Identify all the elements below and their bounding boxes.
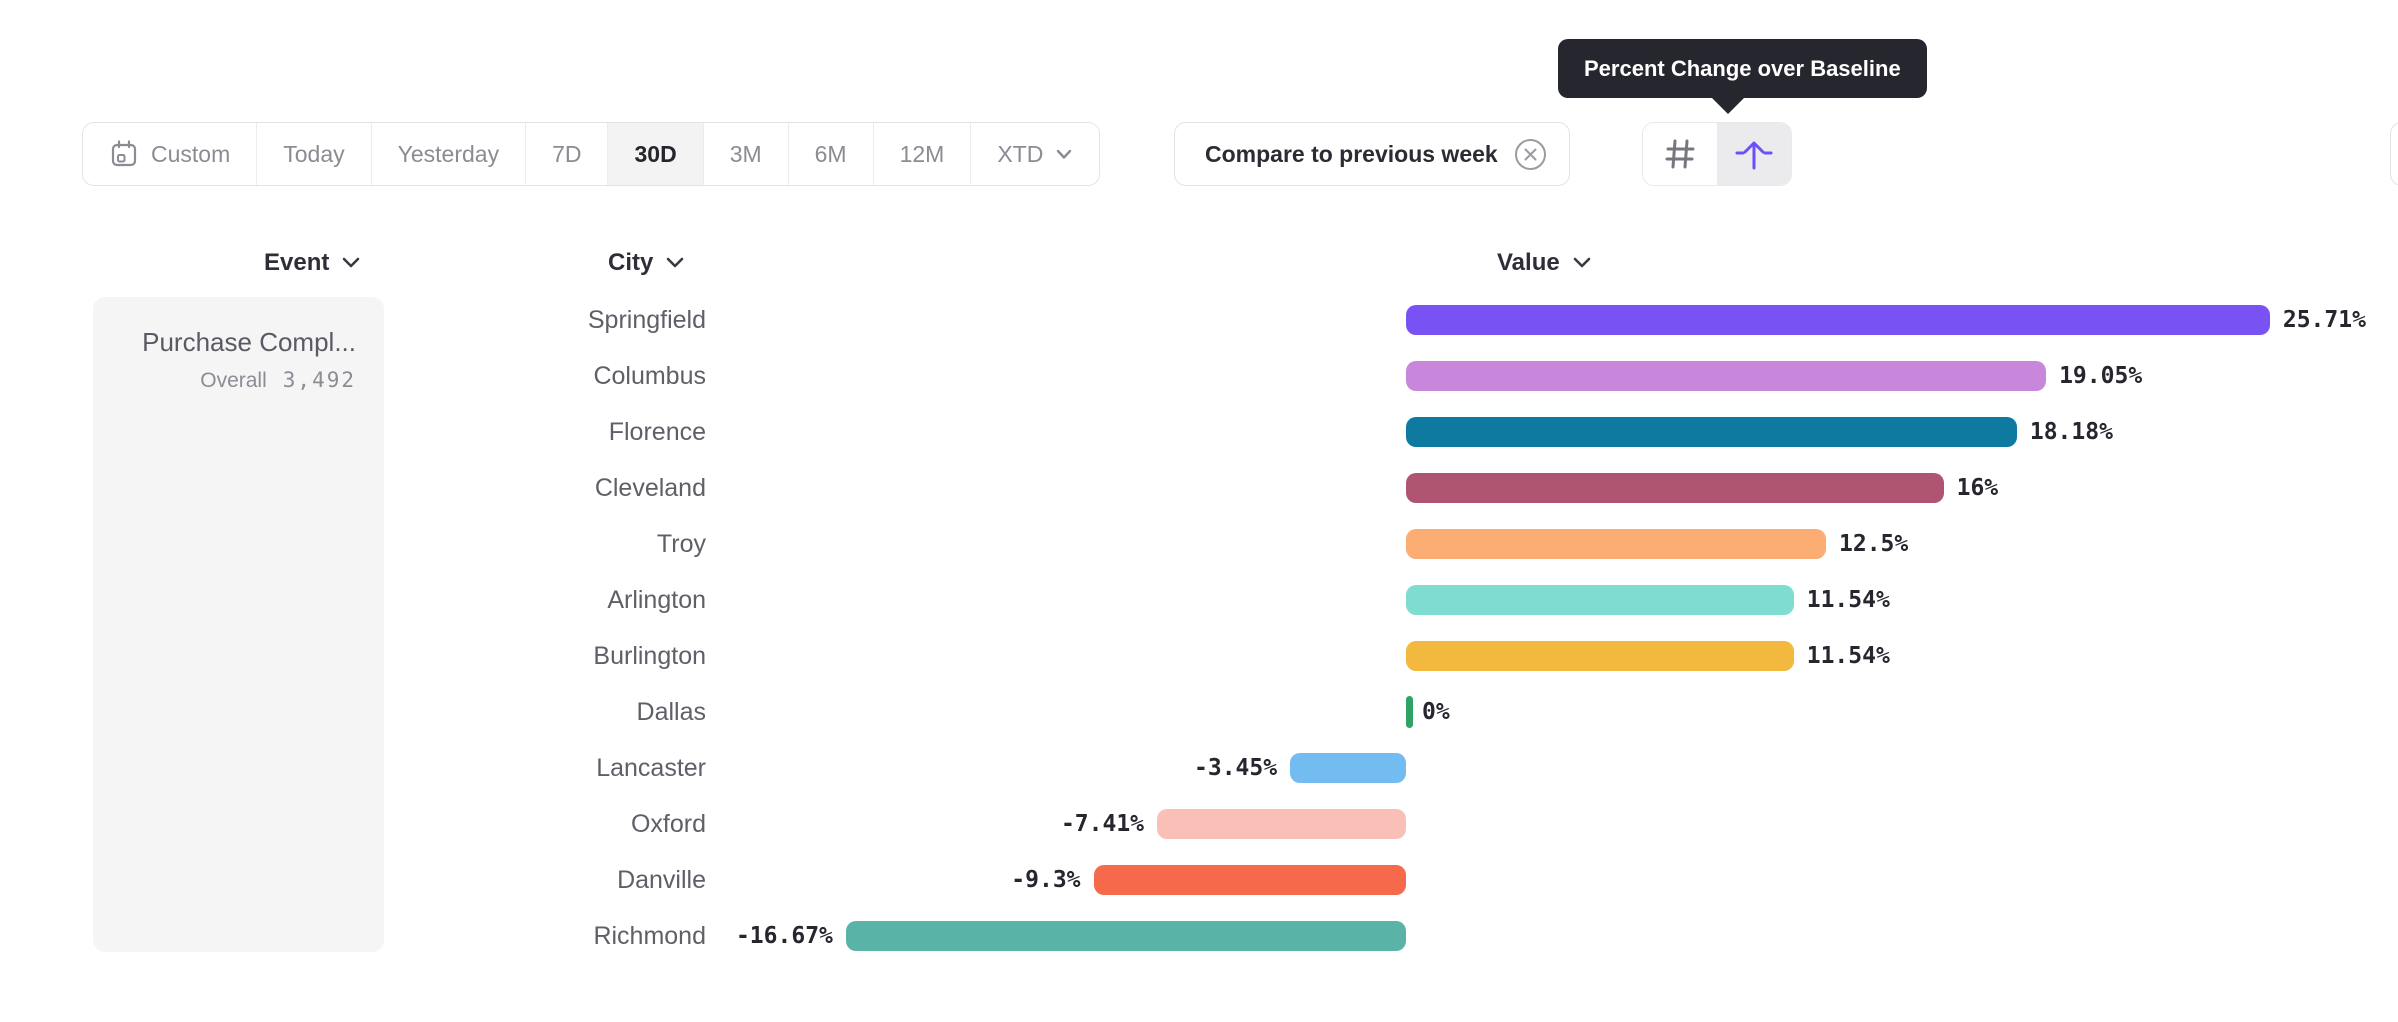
baseline-arrow-icon xyxy=(1735,141,1773,170)
chart-row: Oxford -7.41% xyxy=(0,796,2398,852)
value-bar[interactable] xyxy=(1406,417,2017,447)
city-label: Arlington xyxy=(607,585,706,614)
value-label: 12.5% xyxy=(1839,531,1909,557)
value-bar[interactable] xyxy=(1406,585,1794,615)
city-label: Cleveland xyxy=(594,473,706,502)
chart-row: Columbus 19.05% xyxy=(0,348,2398,404)
city-label: Burlington xyxy=(593,641,706,670)
city-label: Springfield xyxy=(587,305,706,334)
column-header-value-label: Value xyxy=(1497,249,1560,276)
value-bar[interactable] xyxy=(1406,361,2047,391)
value-label: 16% xyxy=(1956,475,1999,501)
overall-label: Overall xyxy=(200,369,267,392)
value-label: -3.45% xyxy=(1194,755,1278,781)
chevron-down-icon xyxy=(667,257,684,268)
tooltip-text: Percent Change over Baseline xyxy=(1584,55,1901,81)
calendar-icon xyxy=(111,140,137,167)
number-format-button[interactable] xyxy=(1643,123,1717,185)
overall-value: 3,492 xyxy=(282,368,356,392)
date-range-picker: Custom Today Yesterday 7D 30D 3M 6M 12M XTD xyxy=(82,122,1101,186)
column-header-value[interactable]: Value xyxy=(1497,246,1592,280)
value-label: -16.67% xyxy=(735,923,833,949)
value-label: -7.41% xyxy=(1060,811,1145,837)
date-range-label: Yesterday xyxy=(397,140,500,167)
value-bar[interactable] xyxy=(1406,529,1826,559)
tooltip-caret xyxy=(1710,96,1746,114)
city-label: Troy xyxy=(656,529,706,558)
event-card[interactable]: Purchase Compl... Overall 3,492 xyxy=(93,297,384,952)
value-label: 11.54% xyxy=(1806,587,1890,613)
value-bar[interactable] xyxy=(1406,473,1944,503)
date-range-yesterday[interactable]: Yesterday xyxy=(371,123,527,185)
value-bar[interactable] xyxy=(845,921,1406,951)
value-label: 19.05% xyxy=(2059,363,2143,389)
date-range-label: 7D xyxy=(552,140,582,167)
compare-chip-label: Compare to previous week xyxy=(1205,140,1498,167)
column-header-event-label: Event xyxy=(264,249,330,276)
chart-row: Cleveland 16% xyxy=(0,460,2398,516)
city-label: Dallas xyxy=(636,697,706,726)
zero-tick-bar[interactable] xyxy=(1406,696,1413,728)
x-circle-icon[interactable] xyxy=(1514,138,1547,171)
column-header-city[interactable]: City xyxy=(608,246,685,280)
date-range-7d[interactable]: 7D xyxy=(526,123,609,185)
chart-row: Springfield 25.71% xyxy=(0,292,2398,348)
value-label: 18.18% xyxy=(2029,419,2113,445)
chart-row: Florence 18.18% xyxy=(0,404,2398,460)
value-bar[interactable] xyxy=(1406,305,2270,335)
date-range-label: Custom xyxy=(151,140,231,167)
date-range-label: Today xyxy=(283,140,345,167)
date-range-custom[interactable]: Custom xyxy=(83,123,258,185)
date-range-label: 6M xyxy=(814,140,847,167)
date-range-label: 30D xyxy=(634,140,677,167)
chevron-down-icon xyxy=(1573,257,1591,268)
chart-row: Richmond -16.67% xyxy=(0,908,2398,964)
event-overall-row: Overall 3,492 xyxy=(93,368,356,393)
date-range-6m[interactable]: 6M xyxy=(788,123,874,185)
value-bar[interactable] xyxy=(1290,753,1406,783)
value-label: 0% xyxy=(1422,699,1450,725)
date-range-xtd[interactable]: XTD xyxy=(971,123,1100,185)
chart-row: Troy 12.5% xyxy=(0,516,2398,572)
date-range-label: 12M xyxy=(899,140,945,167)
date-range-label: 3M xyxy=(729,140,762,167)
tooltip: Percent Change over Baseline xyxy=(1558,39,1927,98)
event-name: Purchase Compl... xyxy=(142,327,356,357)
chart-row: Arlington 11.54% xyxy=(0,572,2398,628)
value-bar[interactable] xyxy=(1093,865,1406,895)
city-label: Lancaster xyxy=(596,753,706,782)
date-range-30d[interactable]: 30D xyxy=(608,123,704,185)
column-header-city-label: City xyxy=(608,249,654,276)
chart-row: Lancaster -3.45% xyxy=(0,740,2398,796)
value-bar[interactable] xyxy=(1157,809,1406,839)
city-label: Danville xyxy=(617,865,706,894)
value-label: 11.54% xyxy=(1806,643,1890,669)
value-label: 25.71% xyxy=(2282,307,2366,333)
hash-icon xyxy=(1665,139,1695,169)
clipped-edge-button[interactable] xyxy=(2390,122,2398,186)
baseline-format-button[interactable] xyxy=(1717,123,1791,185)
bar-chart: Springfield 25.71% Columbus 19.05% Florence 1… xyxy=(0,292,2398,964)
date-range-3m[interactable]: 3M xyxy=(703,123,789,185)
value-bar[interactable] xyxy=(1406,641,1794,671)
column-header-event[interactable]: Event xyxy=(264,246,361,280)
city-label: Columbus xyxy=(593,361,706,390)
compare-filter-chip[interactable]: Compare to previous week xyxy=(1174,122,1570,186)
date-range-label: XTD xyxy=(997,140,1044,167)
city-label: Florence xyxy=(608,417,706,446)
chart-row: Dallas 0% xyxy=(0,684,2398,740)
chevron-down-icon xyxy=(343,257,360,268)
chart-format-toggle xyxy=(1642,122,1792,186)
chart-row: Burlington 11.54% xyxy=(0,628,2398,684)
city-label: Oxford xyxy=(630,809,706,838)
date-range-12m[interactable]: 12M xyxy=(873,123,972,185)
value-label: -9.3% xyxy=(1011,867,1081,893)
city-label: Richmond xyxy=(593,921,706,950)
date-range-today[interactable]: Today xyxy=(257,123,372,185)
chart-row: Danville -9.3% xyxy=(0,852,2398,908)
chevron-down-icon xyxy=(1057,149,1072,159)
